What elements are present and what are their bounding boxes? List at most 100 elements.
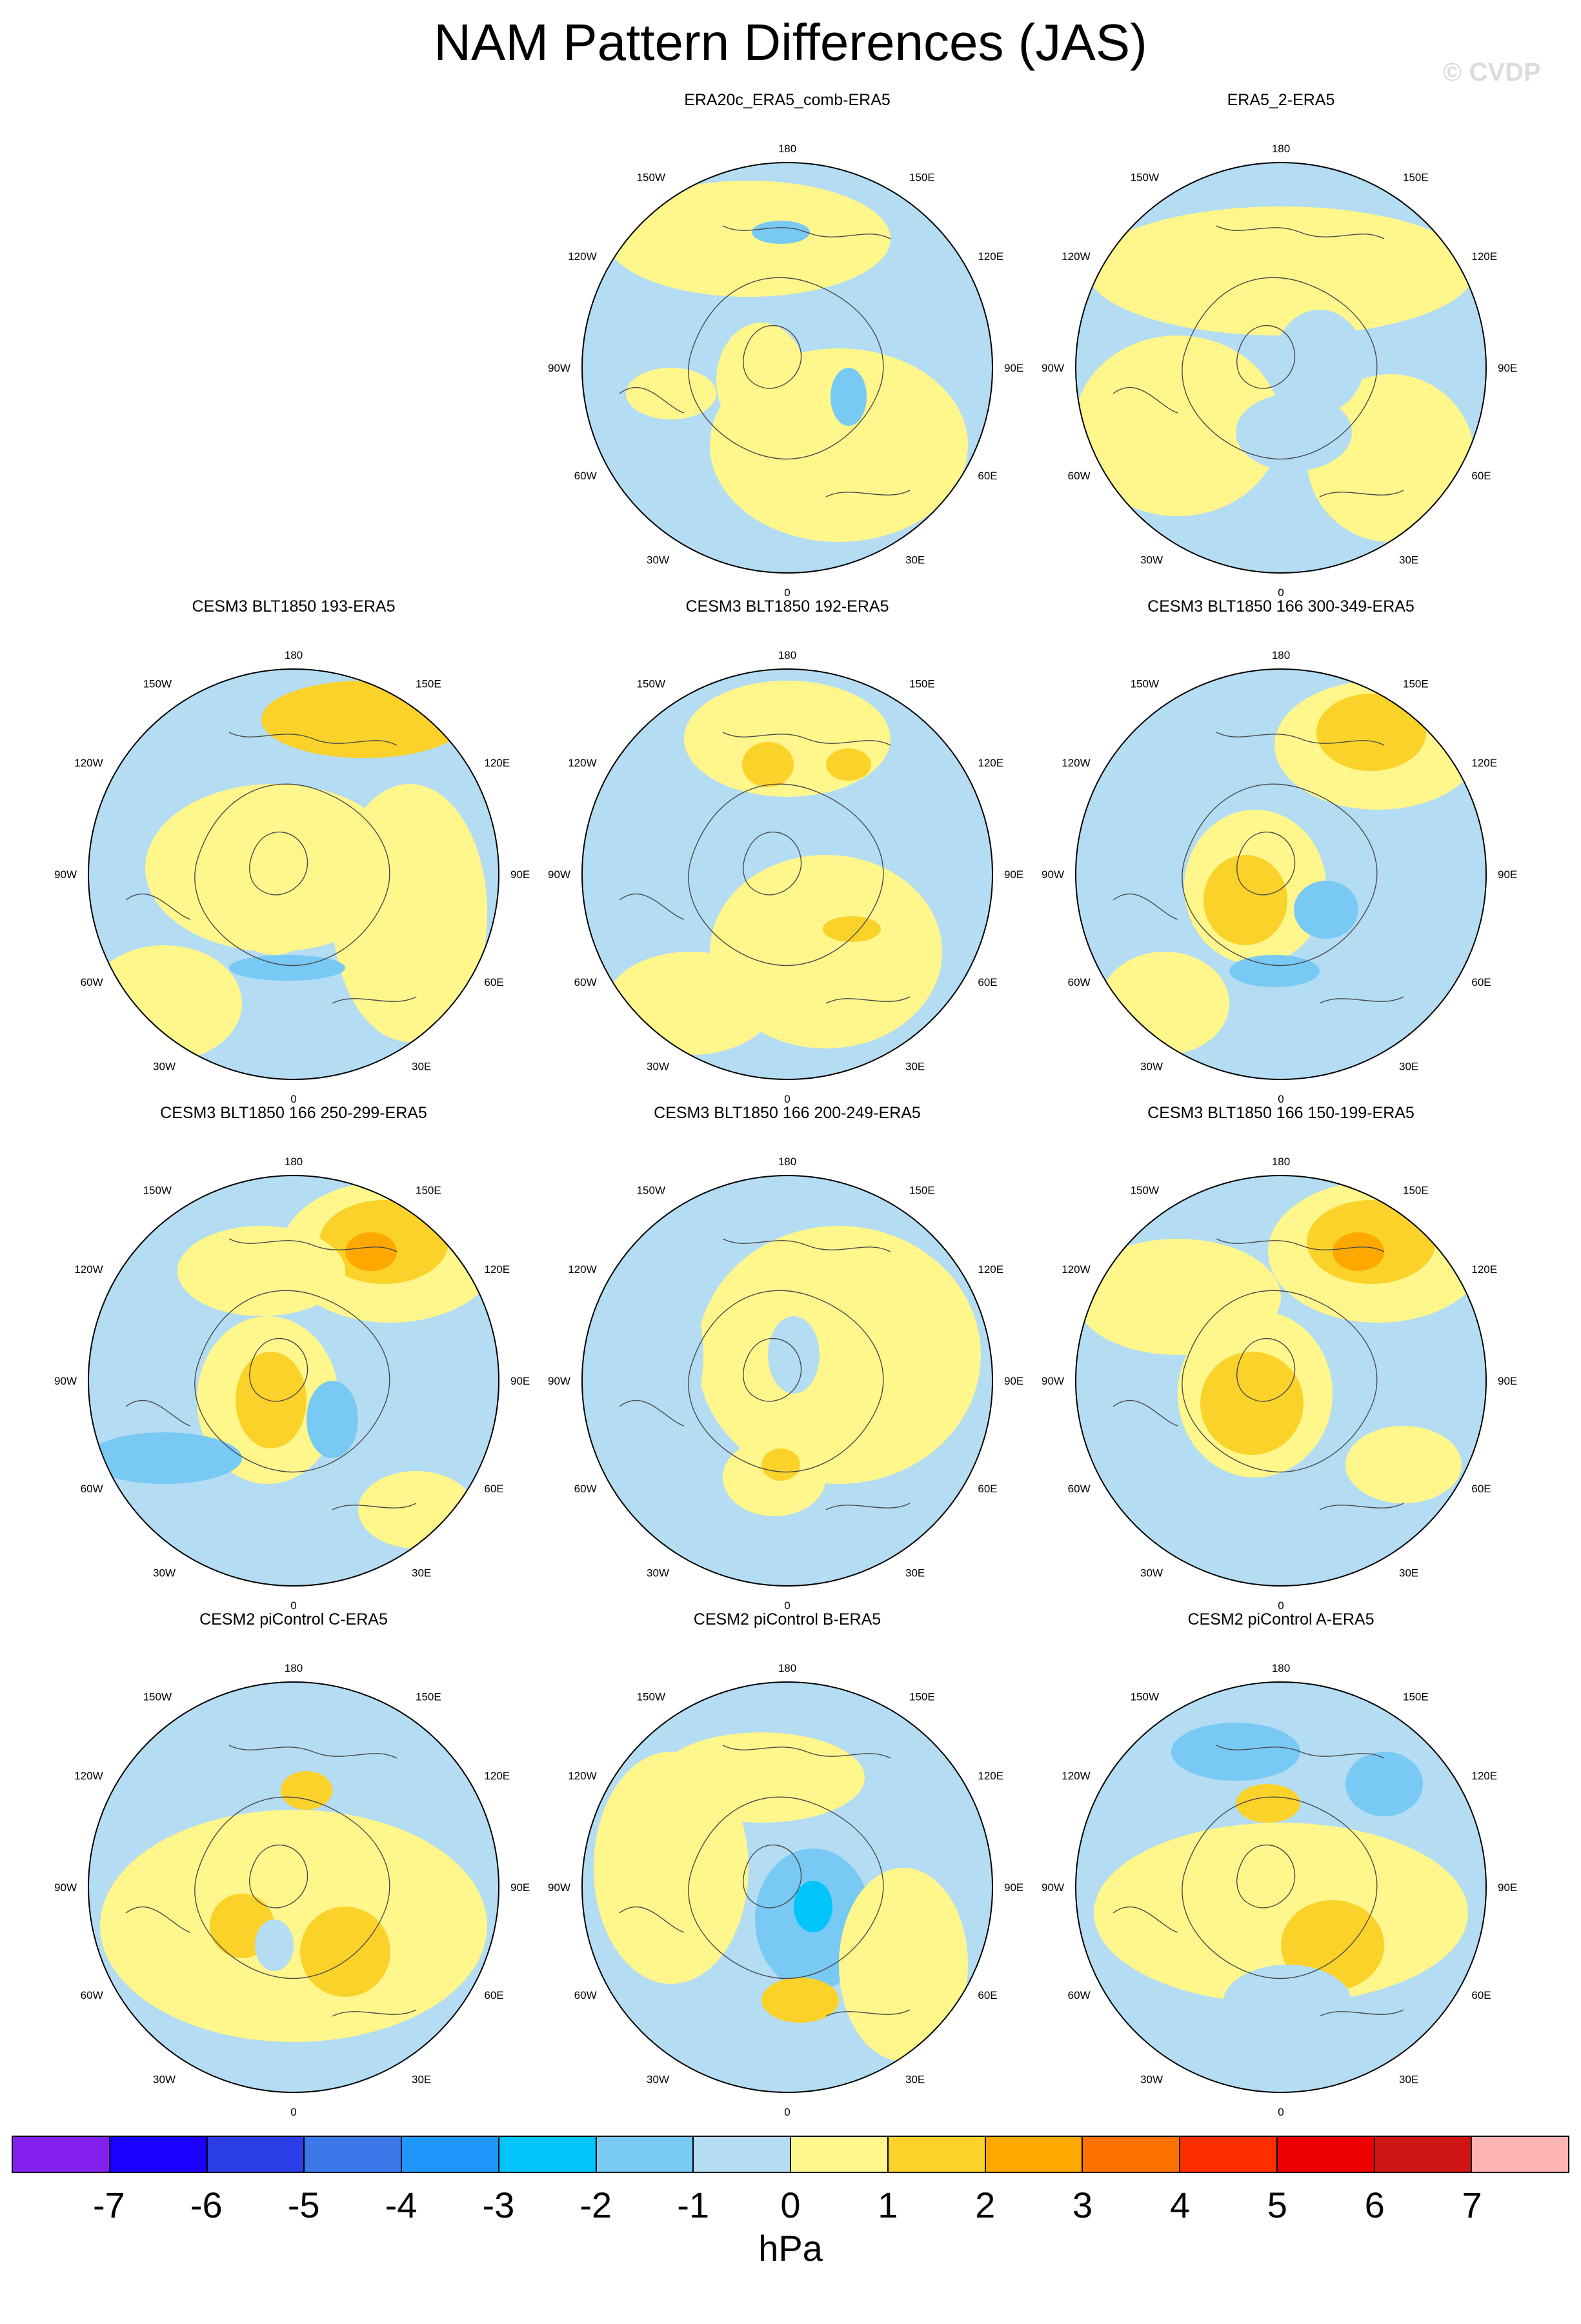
longitude-label: 120E (484, 757, 510, 769)
longitude-label: 30E (1399, 554, 1418, 566)
colorbar-tick-label: 6 (1364, 2185, 1385, 2225)
colorbar-tick-label: 5 (1267, 2185, 1287, 2225)
polar-map: 180 150E 120E 90E 60E 30E 0 30W 60W 90W 120W 150W (1042, 649, 1517, 1105)
colorbar-box (305, 2137, 402, 2172)
colorbar-tick-label: -7 (92, 2185, 125, 2225)
coastline (1113, 225, 1404, 497)
longitude-label: 60W (81, 1483, 103, 1495)
anomaly-region (768, 1316, 820, 1394)
anomaly-region (281, 1771, 332, 1810)
longitude-label: 60E (1471, 1989, 1491, 2001)
longitude-label: 180 (285, 649, 303, 661)
map-border (1075, 1681, 1487, 2093)
longitude-label: 90W (54, 868, 77, 881)
longitude-label: 150W (1131, 172, 1159, 184)
colorbar-box (596, 2137, 694, 2172)
longitude-label: 150W (637, 172, 665, 184)
longitude-label: 150E (1403, 1691, 1429, 1703)
longitude-label: 30W (647, 2073, 669, 2085)
longitude-label: 30E (905, 1060, 925, 1072)
longitude-label: 90E (510, 868, 530, 881)
anomaly-region (1345, 1752, 1423, 1816)
longitude-label: 180 (778, 649, 796, 661)
longitude-label: 30E (905, 1567, 925, 1579)
colorbar-box (1083, 2137, 1180, 2172)
anomaly-region (839, 1868, 968, 2061)
longitude-label: 30E (905, 554, 925, 566)
panel-title: CESM3 BLT1850 193-ERA5 (192, 597, 396, 616)
longitude-label: 120E (978, 1770, 1003, 1782)
colorbar-box (207, 2137, 305, 2172)
longitude-label: 150W (143, 1691, 172, 1703)
colorbar-tick-label: 1 (878, 2185, 898, 2225)
polar-map: 180 150E 120E 90E 60E 30E 0 30W 60W 90W 120W 150W (54, 1156, 530, 1612)
longitude-label: 60W (574, 976, 597, 988)
panel-title: CESM2 piControl C-ERA5 (199, 1610, 388, 1628)
longitude-label: 180 (1272, 143, 1290, 155)
anomaly-region (300, 1907, 390, 1997)
anomaly-region (1076, 336, 1281, 516)
colorbar-tick-label: 2 (975, 2185, 996, 2225)
longitude-label: 30W (1140, 554, 1163, 566)
longitude-label: 120W (568, 1263, 596, 1276)
colorbar-box (888, 2137, 986, 2172)
longitude-label: 90E (1498, 362, 1517, 374)
coastline (619, 1238, 911, 1510)
longitude-label: 120W (74, 1770, 103, 1782)
longitude-label: 120E (1471, 1770, 1497, 1782)
anomaly-region (100, 1810, 487, 2042)
longitude-label: 0 (784, 586, 790, 599)
longitude-label: 150E (1403, 1185, 1429, 1197)
anomaly-region (823, 916, 881, 942)
longitude-label: 60E (978, 1989, 997, 2001)
longitude-label: 120W (568, 757, 596, 769)
colorbar-tick-label: -6 (190, 2185, 223, 2225)
longitude-label: 90E (1498, 868, 1517, 881)
colorbar-tick-label: -3 (482, 2185, 515, 2225)
anomaly-region (716, 323, 807, 439)
longitude-label: 30E (412, 2073, 431, 2085)
longitude-label: 30W (1140, 2073, 1163, 2085)
longitude-label: 150E (909, 172, 935, 184)
map-border (88, 668, 499, 1080)
anomaly-region (1236, 394, 1352, 471)
longitude-label: 30W (647, 554, 669, 566)
colorbar-tick-label: -1 (677, 2185, 710, 2225)
longitude-label: 30E (1399, 2073, 1418, 2085)
coastline (1113, 1745, 1404, 2017)
longitude-label: 30E (412, 1060, 431, 1072)
colorbar-tick-label: -4 (385, 2185, 418, 2225)
longitude-label: 180 (1272, 1156, 1290, 1168)
longitude-label: 0 (1278, 2106, 1284, 2118)
anomaly-region (831, 368, 867, 426)
anomaly-region (587, 1258, 703, 1452)
longitude-label: 120E (978, 1263, 1003, 1276)
panel-title: CESM3 BLT1850 166 200-249-ERA5 (654, 1104, 921, 1122)
anomaly-region (332, 784, 487, 1042)
longitude-label: 90E (1004, 1881, 1023, 1894)
longitude-label: 60E (1471, 976, 1491, 988)
longitude-label: 150E (416, 1691, 441, 1703)
longitude-label: 0 (784, 1093, 790, 1105)
colorbar-tick-label: 4 (1169, 2185, 1191, 2225)
longitude-label: 90W (54, 1881, 77, 1894)
map-border (88, 1175, 499, 1587)
colorbar-box (1472, 2137, 1568, 2172)
longitude-label: 90W (1042, 868, 1064, 881)
longitude-label: 0 (1278, 1093, 1284, 1105)
figure-title: NAM Pattern Differences (JAS) (434, 14, 1147, 71)
colorbar-box (402, 2137, 499, 2172)
longitude-label: 150W (143, 678, 172, 690)
longitude-label: 0 (290, 1599, 296, 1612)
longitude-label: 60E (484, 1483, 503, 1495)
anomaly-region (345, 1232, 397, 1271)
longitude-label: 150W (637, 1185, 665, 1197)
anomaly-region (229, 955, 345, 981)
longitude-label: 60W (574, 1989, 597, 2001)
anomaly-region (1223, 1965, 1352, 2042)
longitude-label: 150E (1403, 678, 1429, 690)
longitude-label: 60E (1471, 470, 1491, 482)
longitude-label: 60W (1068, 1989, 1091, 2001)
longitude-label: 60W (1068, 976, 1091, 988)
